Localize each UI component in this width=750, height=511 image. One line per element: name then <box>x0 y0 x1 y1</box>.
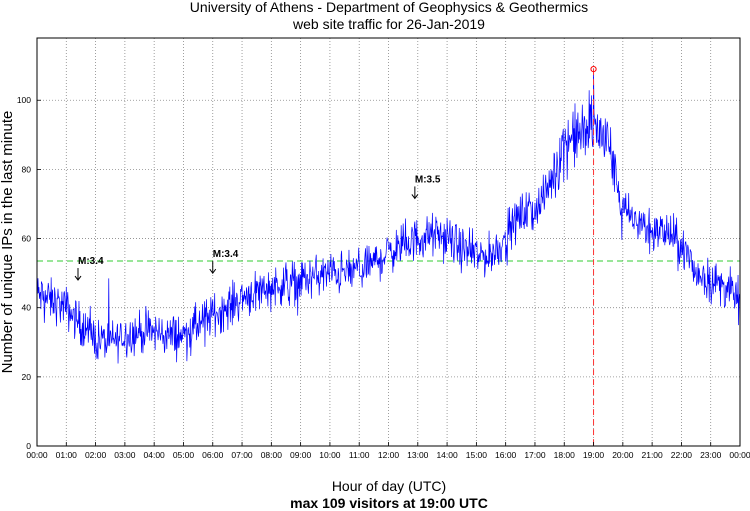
x-tick-label: 00:00 <box>26 450 48 460</box>
y-tick-label: 0 <box>26 441 31 451</box>
x-tick-label: 07:00 <box>231 450 253 460</box>
earthquake-label: M:3.4 <box>213 249 239 260</box>
arrow-head-icon <box>74 275 82 281</box>
x-tick-label: 19:00 <box>583 450 605 460</box>
x-tick-label: 17:00 <box>524 450 546 460</box>
y-tick-label: 60 <box>22 234 32 244</box>
y-tick-label: 40 <box>22 303 32 313</box>
x-axis-ticks: 00:00 01:00 02:00 03:00 04:00 05:00 06:00 07:00… <box>26 442 750 460</box>
y-axis-ticks: 0 20 40 60 80 100 <box>17 95 41 451</box>
x-tick-label: 06:00 <box>202 450 224 460</box>
x-tick-label: 18:00 <box>554 450 576 460</box>
x-tick-label: 04:00 <box>144 450 166 460</box>
chart-title: University of Athens - Department of Geo… <box>190 0 588 15</box>
x-tick-label: 05:00 <box>173 450 195 460</box>
x-tick-label: 11:00 <box>349 450 370 460</box>
x-tick-label: 02:00 <box>85 450 107 460</box>
x-tick-label: 16:00 <box>495 450 517 460</box>
y-tick-label: 100 <box>17 95 31 105</box>
x-tick-label: 14:00 <box>436 450 458 460</box>
chart-subtitle: web site traffic for 26-Jan-2019 <box>292 16 485 32</box>
grid-lines <box>37 38 740 446</box>
annotations-group: M:3.4 M:3.4 M:3.5 <box>74 174 441 281</box>
x-tick-label: 08:00 <box>261 450 283 460</box>
max-point-marker <box>590 66 597 73</box>
earthquake-label: M:3.5 <box>415 174 441 185</box>
x-tick-label: 15:00 <box>466 450 488 460</box>
x-tick-label: 12:00 <box>378 450 400 460</box>
x-tick-label: 21:00 <box>641 450 663 460</box>
y-axis-label: Number of unique IPs in the last minute <box>0 111 16 374</box>
x-tick-label: 22:00 <box>671 450 693 460</box>
traffic-series-line <box>36 69 741 364</box>
x-tick-label: 20:00 <box>612 450 634 460</box>
x-tick-label: 03:00 <box>114 450 136 460</box>
max-summary: max 109 visitors at 19:00 UTC <box>290 495 488 511</box>
arrow-head-icon <box>411 194 419 200</box>
max-marker-group <box>590 66 597 446</box>
y-tick-label: 80 <box>22 164 32 174</box>
x-axis-label: Hour of day (UTC) <box>332 478 446 494</box>
x-tick-label: 00:00 <box>729 450 750 460</box>
series-group <box>36 69 741 364</box>
arrow-head-icon <box>209 268 217 274</box>
y-tick-label: 20 <box>22 372 32 382</box>
x-tick-label: 13:00 <box>407 450 429 460</box>
x-tick-label: 10:00 <box>319 450 341 460</box>
x-tick-label: 23:00 <box>700 450 722 460</box>
x-tick-label: 09:00 <box>290 450 312 460</box>
x-tick-label: 01:00 <box>56 450 78 460</box>
earthquake-label: M:3.4 <box>78 256 104 267</box>
